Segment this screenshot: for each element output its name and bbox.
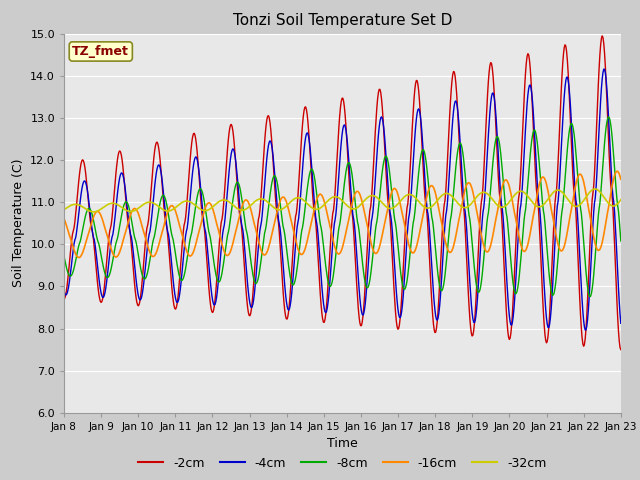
Legend: -2cm, -4cm, -8cm, -16cm, -32cm: -2cm, -4cm, -8cm, -16cm, -32cm (133, 452, 552, 475)
X-axis label: Time: Time (327, 437, 358, 450)
Y-axis label: Soil Temperature (C): Soil Temperature (C) (12, 159, 25, 288)
Text: TZ_fmet: TZ_fmet (72, 45, 129, 58)
Title: Tonzi Soil Temperature Set D: Tonzi Soil Temperature Set D (233, 13, 452, 28)
